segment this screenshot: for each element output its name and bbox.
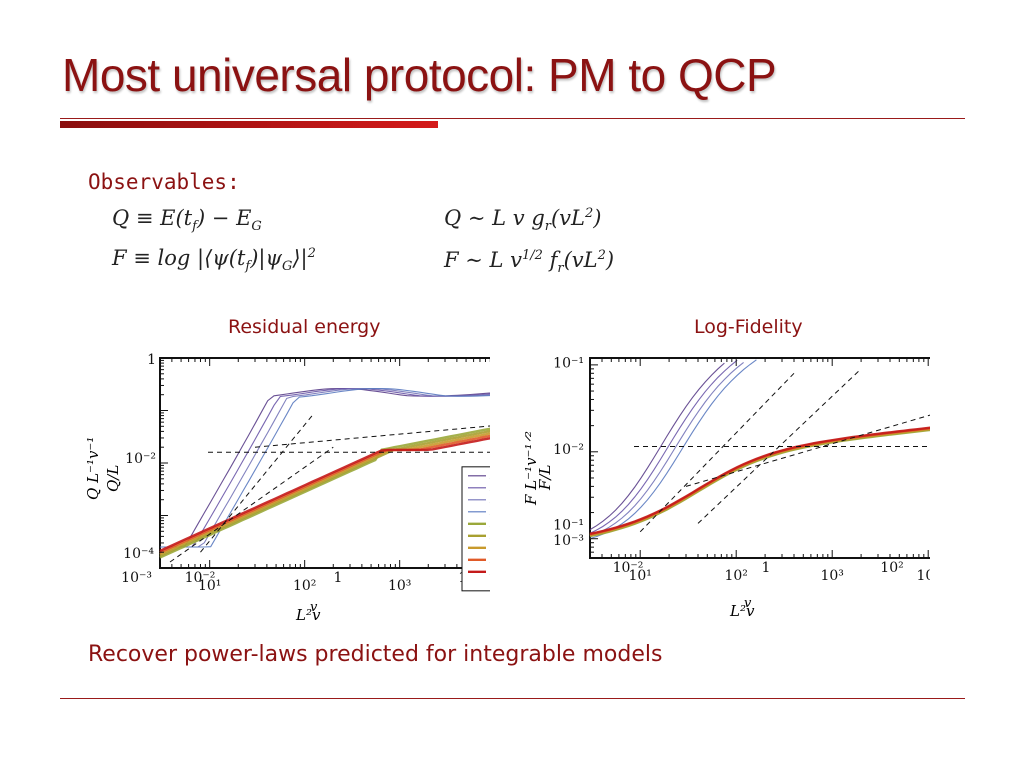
title-accent-bar xyxy=(60,121,438,128)
series-line xyxy=(589,362,725,531)
power-law-guide xyxy=(639,372,795,533)
legend-entry: L=12 xyxy=(489,484,490,494)
power-law-guide xyxy=(697,368,862,524)
x-tick-label: 10³ xyxy=(388,578,411,594)
legend-entry: L=48 xyxy=(489,544,490,554)
series-line xyxy=(589,426,930,535)
x-axis-label: L²v xyxy=(295,606,321,624)
x-tick-label: 10¹ xyxy=(628,568,651,584)
legend-entry: L=16 xyxy=(489,508,490,518)
series-line xyxy=(160,387,490,548)
footer-note: Recover power-laws predicted for integra… xyxy=(88,642,663,667)
y-tick-label-overlay: 10⁻⁴ xyxy=(123,546,154,562)
series-line xyxy=(589,359,738,534)
series-line xyxy=(160,387,490,548)
x-tick-label: 10² xyxy=(293,578,316,594)
power-law-guide xyxy=(254,425,490,448)
equation-f-scaling: F ∼ L v1/2 fr(vL2) xyxy=(444,248,615,277)
y-tick-label: 10⁻² xyxy=(553,442,584,458)
legend-entry: L=24 xyxy=(489,520,490,530)
y-tick-label: 10⁻³ xyxy=(121,570,152,586)
y-axis-label: F L⁻¹v⁻¹ᐟ² xyxy=(522,431,540,506)
legend: L=10 L=12 L=14 L=16 L=24 L=36 L=48 L=72 L=96 xyxy=(461,466,490,592)
y-axis-label-overlay: Q/L xyxy=(104,465,122,492)
series-line xyxy=(159,432,490,556)
x-tick-label-overlay: 10⁻² xyxy=(185,570,216,586)
equation-q-definition: Q ≡ E(tf) − EG xyxy=(112,206,262,235)
x-tick-label: 10² xyxy=(724,568,747,584)
legend-entry: L=72 xyxy=(489,556,490,566)
series-line xyxy=(589,361,744,537)
x-tick-label: 10¹ xyxy=(198,578,221,594)
y-tick-label-overlay: 10⁻¹ xyxy=(553,517,584,533)
footer-divider xyxy=(60,698,965,699)
x-tick-label-overlay: 1 xyxy=(762,560,771,576)
caption-residual-energy: Residual energy xyxy=(228,316,381,338)
x-tick-label-overlay: 10⁻² xyxy=(613,560,644,576)
y-axis-label: Q L⁻¹v⁻¹ xyxy=(84,437,102,500)
series-line xyxy=(159,429,490,557)
x-axis-label-overlay: v xyxy=(744,596,752,611)
y-axis-label-overlay: F/L xyxy=(536,465,554,491)
equation-q-scaling: Q ∼ L v gr(vL2) xyxy=(444,206,602,235)
series-line xyxy=(159,427,490,559)
power-law-guide xyxy=(685,414,930,487)
series-line xyxy=(159,437,490,552)
y-tick-label-overlay: 1 xyxy=(147,352,156,368)
legend-entry: L=10 xyxy=(489,472,490,482)
x-tick-label-overlay: 10² xyxy=(880,560,903,576)
title-underline xyxy=(60,118,965,119)
series-line xyxy=(160,387,490,548)
x-tick-label: 10⁴ xyxy=(916,568,930,584)
x-axis-label-overlay: v xyxy=(310,600,318,615)
y-tick-label: 10⁻³ xyxy=(553,533,584,549)
log-fidelity-plot: 10¹ 10² 10³ 10⁴ 10⁻² 1 10² 10⁻³ 10⁻² 10⁻¹ 10⁻¹ F L… xyxy=(522,355,930,620)
y-tick-label: 10⁻² xyxy=(125,451,156,467)
observables-label: Observables: xyxy=(88,170,240,194)
slide-title: Most universal protocol: PM to QCP xyxy=(62,49,777,101)
y-tick-label: 10⁻¹ xyxy=(553,355,584,371)
x-axis-label: L²v xyxy=(729,602,755,620)
power-law-guide xyxy=(200,415,313,553)
power-law-guide xyxy=(169,446,334,563)
series-line xyxy=(589,359,757,540)
caption-log-fidelity: Log-Fidelity xyxy=(694,316,803,338)
legend-entry: L=36 xyxy=(489,532,490,542)
legend-entry: L=14 xyxy=(489,496,490,506)
x-tick-label-overlay: 1 xyxy=(334,570,343,586)
x-tick-label: 10³ xyxy=(820,568,843,584)
series-line xyxy=(160,387,490,548)
legend-entry: L=96 xyxy=(489,568,490,578)
equation-f-definition: F ≡ log |⟨ψ(tf)|ψG⟩|2 xyxy=(112,246,316,275)
